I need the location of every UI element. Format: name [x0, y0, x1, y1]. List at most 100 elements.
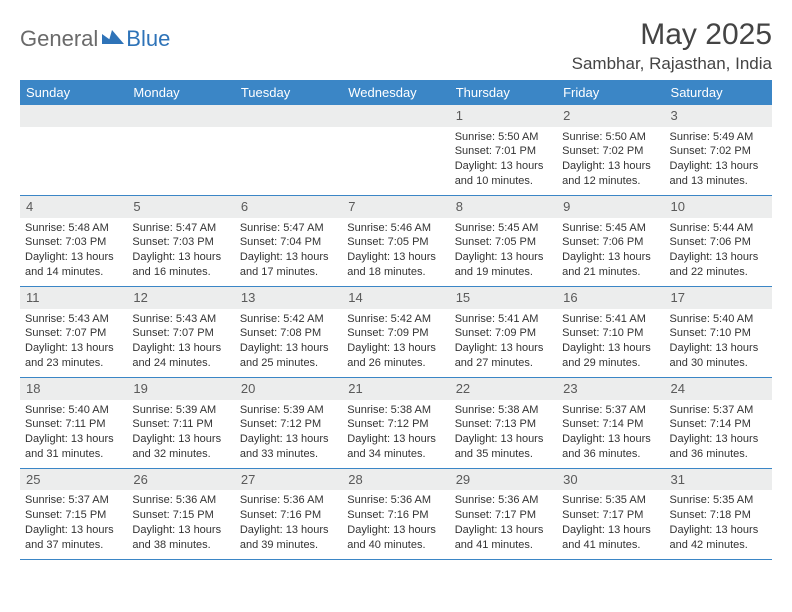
day-number: 11: [20, 287, 127, 309]
day-detail: Sunrise: 5:46 AMSunset: 7:05 PMDaylight:…: [342, 218, 449, 286]
day-cell: 30Sunrise: 5:35 AMSunset: 7:17 PMDayligh…: [557, 468, 664, 559]
day-number: 26: [127, 469, 234, 491]
day-detail: [20, 127, 127, 185]
header: General Blue May 2025 Sambhar, Rajasthan…: [20, 18, 772, 74]
month-title: May 2025: [572, 18, 772, 52]
day-cell: 22Sunrise: 5:38 AMSunset: 7:13 PMDayligh…: [450, 377, 557, 468]
day-number: 1: [450, 105, 557, 127]
day-detail: Sunrise: 5:37 AMSunset: 7:14 PMDaylight:…: [557, 400, 664, 468]
calendar-row: 4Sunrise: 5:48 AMSunset: 7:03 PMDaylight…: [20, 195, 772, 286]
day-cell: 15Sunrise: 5:41 AMSunset: 7:09 PMDayligh…: [450, 286, 557, 377]
day-cell: 28Sunrise: 5:36 AMSunset: 7:16 PMDayligh…: [342, 468, 449, 559]
day-cell: 10Sunrise: 5:44 AMSunset: 7:06 PMDayligh…: [665, 195, 772, 286]
day-detail: [127, 127, 234, 185]
day-cell: 31Sunrise: 5:35 AMSunset: 7:18 PMDayligh…: [665, 468, 772, 559]
day-number: 21: [342, 378, 449, 400]
day-detail: Sunrise: 5:35 AMSunset: 7:18 PMDaylight:…: [665, 490, 772, 558]
day-detail: Sunrise: 5:38 AMSunset: 7:12 PMDaylight:…: [342, 400, 449, 468]
dow-wednesday: Wednesday: [342, 80, 449, 105]
day-cell: 19Sunrise: 5:39 AMSunset: 7:11 PMDayligh…: [127, 377, 234, 468]
day-number: 6: [235, 196, 342, 218]
day-detail: Sunrise: 5:43 AMSunset: 7:07 PMDaylight:…: [20, 309, 127, 377]
day-detail: Sunrise: 5:36 AMSunset: 7:16 PMDaylight:…: [342, 490, 449, 558]
day-cell: [20, 105, 127, 195]
day-number: 27: [235, 469, 342, 491]
day-number: 7: [342, 196, 449, 218]
day-number: 30: [557, 469, 664, 491]
day-detail: Sunrise: 5:42 AMSunset: 7:08 PMDaylight:…: [235, 309, 342, 377]
day-cell: 11Sunrise: 5:43 AMSunset: 7:07 PMDayligh…: [20, 286, 127, 377]
day-number: 29: [450, 469, 557, 491]
day-cell: [127, 105, 234, 195]
day-cell: 18Sunrise: 5:40 AMSunset: 7:11 PMDayligh…: [20, 377, 127, 468]
dow-monday: Monday: [127, 80, 234, 105]
day-cell: [342, 105, 449, 195]
day-detail: Sunrise: 5:38 AMSunset: 7:13 PMDaylight:…: [450, 400, 557, 468]
day-detail: Sunrise: 5:43 AMSunset: 7:07 PMDaylight:…: [127, 309, 234, 377]
calendar-row: 11Sunrise: 5:43 AMSunset: 7:07 PMDayligh…: [20, 286, 772, 377]
dow-saturday: Saturday: [665, 80, 772, 105]
day-number: [342, 105, 449, 127]
day-detail: Sunrise: 5:48 AMSunset: 7:03 PMDaylight:…: [20, 218, 127, 286]
logo-text-general: General: [20, 26, 98, 52]
dow-sunday: Sunday: [20, 80, 127, 105]
day-number: 4: [20, 196, 127, 218]
day-detail: Sunrise: 5:50 AMSunset: 7:02 PMDaylight:…: [557, 127, 664, 195]
day-cell: 26Sunrise: 5:36 AMSunset: 7:15 PMDayligh…: [127, 468, 234, 559]
day-number: 31: [665, 469, 772, 491]
day-cell: 9Sunrise: 5:45 AMSunset: 7:06 PMDaylight…: [557, 195, 664, 286]
day-number: 9: [557, 196, 664, 218]
day-detail: Sunrise: 5:39 AMSunset: 7:12 PMDaylight:…: [235, 400, 342, 468]
dow-row: Sunday Monday Tuesday Wednesday Thursday…: [20, 80, 772, 105]
dow-friday: Friday: [557, 80, 664, 105]
day-detail: Sunrise: 5:45 AMSunset: 7:05 PMDaylight:…: [450, 218, 557, 286]
day-number: 10: [665, 196, 772, 218]
day-number: 17: [665, 287, 772, 309]
day-cell: 23Sunrise: 5:37 AMSunset: 7:14 PMDayligh…: [557, 377, 664, 468]
day-number: 24: [665, 378, 772, 400]
day-number: 3: [665, 105, 772, 127]
day-detail: Sunrise: 5:42 AMSunset: 7:09 PMDaylight:…: [342, 309, 449, 377]
day-detail: [235, 127, 342, 185]
day-detail: Sunrise: 5:36 AMSunset: 7:15 PMDaylight:…: [127, 490, 234, 558]
day-number: 16: [557, 287, 664, 309]
day-cell: 2Sunrise: 5:50 AMSunset: 7:02 PMDaylight…: [557, 105, 664, 195]
day-number: 23: [557, 378, 664, 400]
day-detail: Sunrise: 5:47 AMSunset: 7:04 PMDaylight:…: [235, 218, 342, 286]
day-number: 18: [20, 378, 127, 400]
day-detail: Sunrise: 5:37 AMSunset: 7:14 PMDaylight:…: [665, 400, 772, 468]
day-cell: 14Sunrise: 5:42 AMSunset: 7:09 PMDayligh…: [342, 286, 449, 377]
location-label: Sambhar, Rajasthan, India: [572, 54, 772, 74]
day-detail: Sunrise: 5:37 AMSunset: 7:15 PMDaylight:…: [20, 490, 127, 558]
day-cell: 13Sunrise: 5:42 AMSunset: 7:08 PMDayligh…: [235, 286, 342, 377]
calendar-row: 25Sunrise: 5:37 AMSunset: 7:15 PMDayligh…: [20, 468, 772, 559]
day-cell: 21Sunrise: 5:38 AMSunset: 7:12 PMDayligh…: [342, 377, 449, 468]
day-cell: 1Sunrise: 5:50 AMSunset: 7:01 PMDaylight…: [450, 105, 557, 195]
day-number: 19: [127, 378, 234, 400]
day-cell: 17Sunrise: 5:40 AMSunset: 7:10 PMDayligh…: [665, 286, 772, 377]
day-cell: 4Sunrise: 5:48 AMSunset: 7:03 PMDaylight…: [20, 195, 127, 286]
day-cell: 24Sunrise: 5:37 AMSunset: 7:14 PMDayligh…: [665, 377, 772, 468]
logo-text-blue: Blue: [126, 26, 170, 52]
day-cell: 3Sunrise: 5:49 AMSunset: 7:02 PMDaylight…: [665, 105, 772, 195]
day-number: 8: [450, 196, 557, 218]
day-detail: Sunrise: 5:36 AMSunset: 7:17 PMDaylight:…: [450, 490, 557, 558]
calendar-table: Sunday Monday Tuesday Wednesday Thursday…: [20, 80, 772, 560]
day-detail: Sunrise: 5:41 AMSunset: 7:09 PMDaylight:…: [450, 309, 557, 377]
day-detail: Sunrise: 5:40 AMSunset: 7:11 PMDaylight:…: [20, 400, 127, 468]
day-cell: 16Sunrise: 5:41 AMSunset: 7:10 PMDayligh…: [557, 286, 664, 377]
day-cell: 7Sunrise: 5:46 AMSunset: 7:05 PMDaylight…: [342, 195, 449, 286]
day-cell: [235, 105, 342, 195]
day-number: 20: [235, 378, 342, 400]
day-number: 22: [450, 378, 557, 400]
day-number: 15: [450, 287, 557, 309]
day-detail: [342, 127, 449, 185]
logo-mark-icon: [102, 28, 124, 49]
day-detail: Sunrise: 5:44 AMSunset: 7:06 PMDaylight:…: [665, 218, 772, 286]
day-cell: 20Sunrise: 5:39 AMSunset: 7:12 PMDayligh…: [235, 377, 342, 468]
day-cell: 25Sunrise: 5:37 AMSunset: 7:15 PMDayligh…: [20, 468, 127, 559]
day-number: [235, 105, 342, 127]
day-detail: Sunrise: 5:45 AMSunset: 7:06 PMDaylight:…: [557, 218, 664, 286]
day-cell: 6Sunrise: 5:47 AMSunset: 7:04 PMDaylight…: [235, 195, 342, 286]
day-detail: Sunrise: 5:39 AMSunset: 7:11 PMDaylight:…: [127, 400, 234, 468]
